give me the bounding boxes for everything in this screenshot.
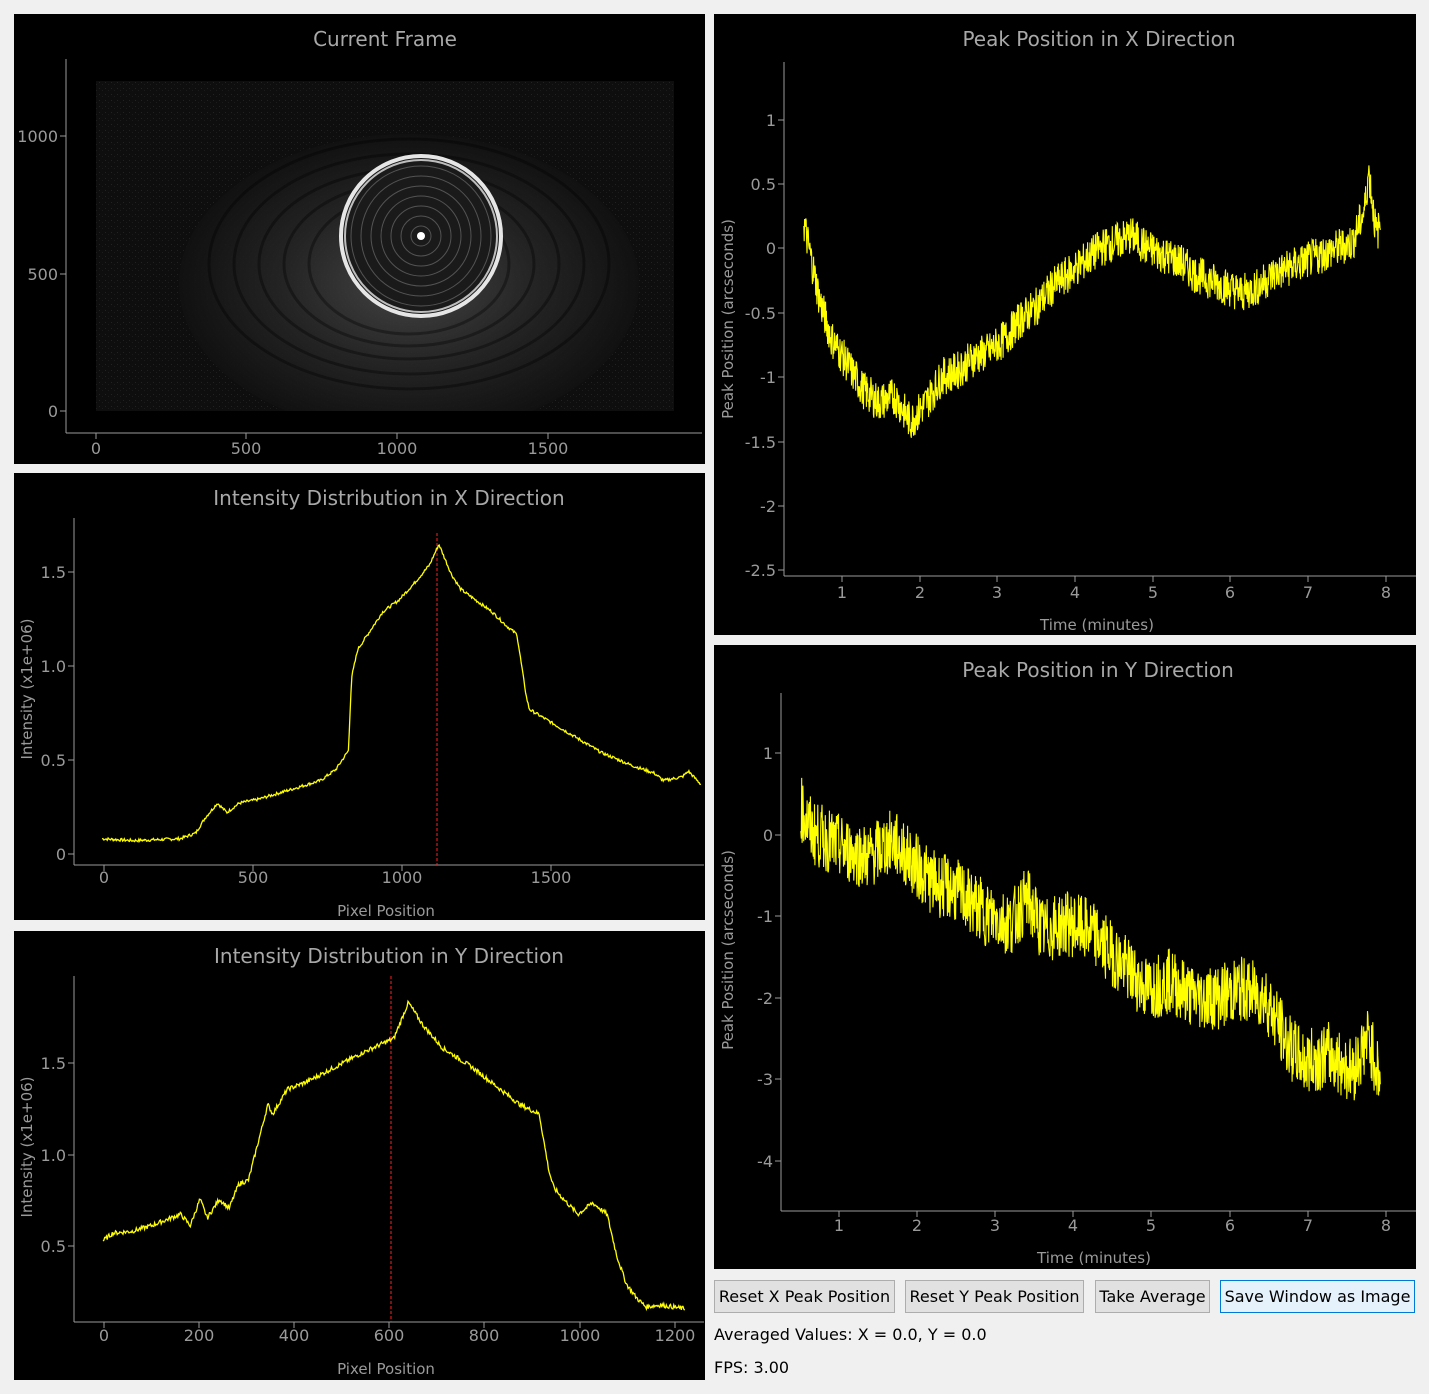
peak-x-y-tick: -1: [760, 368, 776, 387]
peak-y-x-tick: 8: [1381, 1216, 1391, 1235]
peak-y-y-tick: -4: [757, 1152, 773, 1171]
intensity-x-panel: Intensity Distribution in X Direction 0 …: [14, 473, 705, 920]
peak-y-y-tick: 1: [763, 744, 773, 763]
peak-y-x-ticks: 1 2 3 4 5 6 7 8: [834, 1211, 1391, 1235]
peak-y-title: Peak Position in Y Direction: [962, 658, 1234, 682]
peak-x-x-tick: 5: [1148, 583, 1158, 602]
peak-y-panel: Peak Position in Y Direction 1 0 -1 -2 -…: [714, 645, 1416, 1269]
intensity-y-panel: Intensity Distribution in Y Direction 0.…: [14, 931, 705, 1380]
frame-x-ticks: 0 500 1000 1500: [91, 433, 568, 458]
peak-x-y-tick: -2: [760, 497, 776, 516]
averaged-values-label: Averaged Values: X = 0.0, Y = 0.0: [714, 1325, 987, 1344]
peak-x-x-ticks: 1 2 3 4 5 6 7 8: [837, 576, 1391, 602]
peak-y-y-tick: -2: [757, 989, 773, 1008]
intensity-y-y-ticks: 0.5 1.0 1.5: [41, 1054, 74, 1256]
frame-x-tick: 1500: [528, 439, 569, 458]
frame-y-tick: 500: [27, 265, 58, 284]
intensity-y-x-ticks: 0 200 400 600 800 1000 1200: [99, 1322, 695, 1345]
camera-image: [96, 81, 674, 411]
intensity-x-x-tick: 1500: [531, 868, 572, 887]
peak-y-xlabel: Time (minutes): [1036, 1249, 1151, 1267]
intensity-x-chart: Intensity Distribution in X Direction 0 …: [18, 486, 704, 920]
reset-y-peak-button[interactable]: Reset Y Peak Position: [905, 1280, 1084, 1313]
intensity-y-x-tick: 1200: [655, 1326, 696, 1345]
peak-y-y-tick: -1: [757, 907, 773, 926]
intensity-y-y-tick: 1.5: [41, 1054, 66, 1073]
intensity-y-title: Intensity Distribution in Y Direction: [214, 944, 564, 968]
save-window-button[interactable]: Save Window as Image: [1220, 1280, 1415, 1313]
intensity-x-y-tick: 0.5: [41, 751, 66, 770]
peak-x-xlabel: Time (minutes): [1039, 616, 1154, 634]
intensity-x-x-ticks: 0 500 1000 1500: [99, 865, 571, 887]
peak-x-y-tick: 1: [766, 111, 776, 130]
intensity-y-y-tick: 0.5: [41, 1237, 66, 1256]
peak-y-chart: Peak Position in Y Direction 1 0 -1 -2 -…: [719, 658, 1416, 1267]
intensity-x-series: [101, 543, 701, 843]
frame-x-tick: 1000: [377, 439, 418, 458]
intensity-x-x-tick: 0: [99, 868, 109, 887]
peak-y-series: [800, 777, 1381, 1101]
peak-x-series: [803, 165, 1381, 438]
intensity-y-y-tick: 1.0: [41, 1146, 66, 1165]
intensity-y-x-tick: 200: [184, 1326, 215, 1345]
intensity-y-ylabel: Intensity (x1e+06): [18, 1076, 36, 1217]
intensity-x-title: Intensity Distribution in X Direction: [213, 486, 564, 510]
peak-x-x-tick: 7: [1303, 583, 1313, 602]
peak-x-x-tick: 2: [915, 583, 925, 602]
intensity-x-y-tick: 1.0: [41, 657, 66, 676]
frame-x-tick: 500: [231, 439, 262, 458]
peak-x-panel: Peak Position in X Direction 1 0.5 0 -0.…: [714, 14, 1416, 635]
reset-x-peak-button[interactable]: Reset X Peak Position: [714, 1280, 895, 1313]
intensity-x-ylabel: Intensity (x1e+06): [18, 618, 36, 759]
peak-y-x-tick: 4: [1068, 1216, 1078, 1235]
intensity-y-x-tick: 1000: [560, 1326, 601, 1345]
peak-x-y-tick: 0.5: [751, 175, 776, 194]
peak-x-y-tick: -0.5: [745, 304, 776, 323]
intensity-x-xlabel: Pixel Position: [337, 902, 435, 920]
current-frame-plot: Current Frame: [17, 27, 702, 458]
frame-y-tick: 0: [48, 402, 58, 421]
take-average-button[interactable]: Take Average: [1095, 1280, 1210, 1313]
peak-x-chart: Peak Position in X Direction 1 0.5 0 -0.…: [719, 27, 1416, 634]
peak-x-y-tick: 0: [766, 239, 776, 258]
peak-x-x-tick: 6: [1225, 583, 1235, 602]
peak-y-x-tick: 2: [912, 1216, 922, 1235]
peak-x-y-tick: -1.5: [745, 433, 776, 452]
peak-x-ylabel: Peak Position (arcseconds): [719, 219, 737, 419]
peak-y-y-ticks: 1 0 -1 -2 -3 -4: [757, 744, 781, 1171]
peak-x-y-ticks: 1 0.5 0 -0.5 -1 -1.5 -2 -2.5: [745, 111, 784, 580]
intensity-x-x-tick: 500: [238, 868, 269, 887]
peak-y-x-tick: 1: [834, 1216, 844, 1235]
peak-y-x-tick: 7: [1303, 1216, 1313, 1235]
peak-y-y-tick: 0: [763, 826, 773, 845]
peak-y-ylabel: Peak Position (arcseconds): [719, 850, 737, 1050]
peak-y-x-tick: 3: [990, 1216, 1000, 1235]
frame-x-tick: 0: [91, 439, 101, 458]
peak-y-x-tick: 5: [1146, 1216, 1156, 1235]
peak-x-y-tick: -2.5: [745, 561, 776, 580]
intensity-x-y-ticks: 0 0.5 1.0 1.5: [41, 563, 74, 864]
intensity-y-xlabel: Pixel Position: [337, 1360, 435, 1378]
peak-x-x-tick: 8: [1381, 583, 1391, 602]
fps-label: FPS: 3.00: [714, 1358, 790, 1377]
intensity-x-y-tick: 1.5: [41, 563, 66, 582]
frame-title: Current Frame: [313, 27, 457, 51]
intensity-y-chart: Intensity Distribution in Y Direction 0.…: [18, 944, 704, 1378]
peak-x-title: Peak Position in X Direction: [962, 27, 1235, 51]
peak-x-x-tick: 1: [837, 583, 847, 602]
peak-y-y-tick: -3: [757, 1070, 773, 1089]
intensity-y-series: [102, 999, 686, 1312]
intensity-x-x-tick: 1000: [382, 868, 423, 887]
frame-y-tick: 1000: [17, 127, 58, 146]
peak-x-x-tick: 3: [992, 583, 1002, 602]
intensity-y-x-tick: 0: [99, 1326, 109, 1345]
frame-y-ticks: 0 500 1000: [17, 127, 66, 421]
intensity-y-x-tick: 400: [279, 1326, 310, 1345]
current-frame-panel: Current Frame: [14, 14, 705, 464]
intensity-y-x-tick: 600: [374, 1326, 405, 1345]
intensity-x-y-tick: 0: [56, 845, 66, 864]
intensity-y-x-tick: 800: [469, 1326, 500, 1345]
peak-x-x-tick: 4: [1070, 583, 1080, 602]
peak-y-x-tick: 6: [1225, 1216, 1235, 1235]
